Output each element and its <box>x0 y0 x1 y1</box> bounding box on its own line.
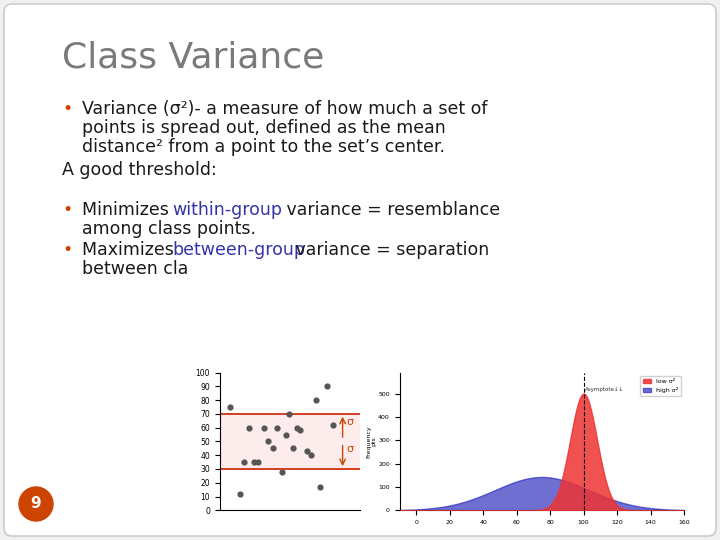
Legend: low σ², high σ²: low σ², high σ² <box>640 376 681 396</box>
Text: among class points.: among class points. <box>82 220 256 238</box>
Text: between-group: between-group <box>172 241 305 259</box>
FancyBboxPatch shape <box>4 4 716 536</box>
Point <box>321 382 333 391</box>
Text: •: • <box>62 100 72 118</box>
Text: σ: σ <box>346 444 354 454</box>
Text: •: • <box>62 241 72 259</box>
Point <box>294 426 305 435</box>
Text: 9: 9 <box>31 496 41 511</box>
Text: σ: σ <box>346 417 354 427</box>
Point <box>292 423 303 432</box>
Point <box>234 489 246 498</box>
Point <box>301 447 312 455</box>
Point <box>262 437 274 446</box>
Point <box>276 468 288 476</box>
Point <box>253 458 264 467</box>
Point <box>238 458 249 467</box>
Text: Class Variance: Class Variance <box>62 40 324 74</box>
Text: between cla: between cla <box>82 260 189 278</box>
Text: within-group: within-group <box>172 201 282 219</box>
Point <box>284 409 295 418</box>
Text: •: • <box>62 201 72 219</box>
Bar <box>220 414 360 469</box>
Point <box>281 430 292 439</box>
Point <box>305 451 316 460</box>
Point <box>225 403 236 411</box>
Point <box>271 423 283 432</box>
Circle shape <box>19 487 53 521</box>
Point <box>258 423 269 432</box>
Y-axis label: Frequency
pts: Frequency pts <box>366 425 377 458</box>
Text: A good threshold:: A good threshold: <box>62 161 217 179</box>
Point <box>310 396 322 404</box>
Text: distance² from a point to the set’s center.: distance² from a point to the set’s cent… <box>82 138 445 156</box>
Text: Variance (σ²)- a measure of how much a set of: Variance (σ²)- a measure of how much a s… <box>82 100 487 118</box>
Text: Asymptote↓↓: Asymptote↓↓ <box>585 387 624 393</box>
Point <box>314 483 325 491</box>
Text: points is spread out, defined as the mean: points is spread out, defined as the mea… <box>82 119 446 137</box>
Text: variance = separation: variance = separation <box>289 241 489 259</box>
Text: variance = resemblance: variance = resemblance <box>281 201 500 219</box>
Text: Minimizes: Minimizes <box>82 201 174 219</box>
Text: Maximizes: Maximizes <box>82 241 179 259</box>
Point <box>248 458 260 467</box>
Point <box>287 444 299 453</box>
Point <box>328 421 339 429</box>
Point <box>243 423 255 432</box>
Point <box>267 444 279 453</box>
